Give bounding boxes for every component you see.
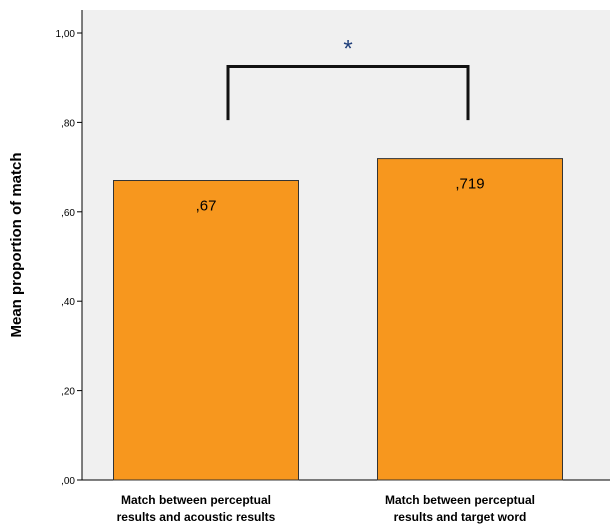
y-tick-label: ,00 (61, 476, 75, 487)
bracket-line (226, 64, 470, 121)
category-label: Match between perceptual (385, 493, 535, 507)
significance-star: * (343, 35, 352, 62)
bar (113, 180, 299, 481)
data-labels: ,67 ,719 (196, 176, 485, 215)
y-tick-label: ,20 (61, 387, 75, 398)
category-labels: Match between perceptual results and acou… (117, 493, 535, 524)
significance-bracket: * (226, 35, 470, 121)
bar (377, 158, 563, 481)
y-axis-title: Mean proportion of match (8, 153, 25, 338)
category-label: Match between perceptual (121, 493, 271, 507)
bars (113, 158, 563, 481)
category-label: results and target word (394, 510, 527, 524)
data-label: ,719 (455, 176, 484, 193)
y-tick-label: ,60 (61, 208, 75, 219)
y-tick-label: ,80 (61, 118, 75, 129)
data-label: ,67 (196, 198, 217, 215)
y-tick-label: ,40 (61, 297, 75, 308)
category-label: results and acoustic results (117, 510, 276, 524)
y-tick-label: 1,00 (56, 29, 76, 40)
